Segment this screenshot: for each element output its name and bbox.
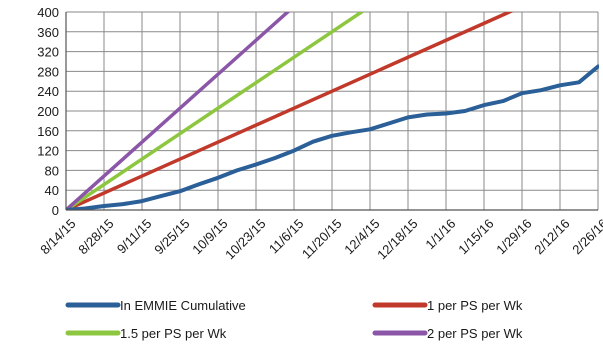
- series-line-3: [66, 12, 291, 211]
- series-lines: [66, 12, 599, 211]
- x-tick-label-0: 8/14/15: [37, 216, 78, 257]
- y-tick-label-4: 160: [37, 124, 59, 139]
- x-tick-label-2: 9/11/15: [114, 216, 155, 257]
- x-tick-label-3: 9/25/15: [151, 216, 192, 257]
- legend-label-0: In EMMIE Cumulative: [120, 298, 246, 313]
- x-tick-label-7: 11/20/15: [299, 216, 345, 262]
- y-tick-label-2: 80: [45, 163, 59, 178]
- y-tick-label-10: 400: [37, 5, 59, 20]
- x-axis-ticks: 8/14/158/28/159/11/159/25/1510/9/1510/23…: [37, 216, 603, 262]
- x-tick-label-9: 12/18/15: [374, 216, 420, 262]
- x-tick-label-1: 8/28/15: [75, 216, 116, 257]
- legend-label-2: 1.5 per PS per Wk: [120, 326, 227, 341]
- y-tick-label-3: 120: [37, 144, 59, 159]
- series-line-1: [66, 12, 514, 211]
- x-tick-label-14: 2/26/16: [569, 216, 603, 257]
- legend-label-3: 2 per PS per Wk: [427, 326, 523, 341]
- x-tick-label-12: 1/29/16: [493, 216, 534, 257]
- x-tick-label-11: 1/15/16: [455, 216, 496, 257]
- legend: In EMMIE Cumulative 1 per PS per Wk 1.5 pe…: [65, 298, 523, 341]
- x-tick-label-5: 10/23/15: [222, 216, 268, 262]
- y-tick-label-9: 360: [37, 25, 59, 40]
- y-tick-label-6: 240: [37, 84, 59, 99]
- legend-label-1: 1 per PS per Wk: [427, 298, 523, 313]
- x-tick-label-10: 1/1/16: [422, 216, 458, 252]
- y-tick-label-8: 320: [37, 45, 59, 60]
- y-tick-label-0: 0: [52, 203, 59, 218]
- series-line-0: [66, 64, 599, 211]
- x-tick-label-13: 2/12/16: [531, 216, 572, 257]
- y-tick-label-1: 40: [45, 183, 59, 198]
- y-tick-label-7: 280: [37, 64, 59, 79]
- y-tick-label-5: 200: [37, 104, 59, 119]
- series-line-2: [66, 12, 365, 211]
- y-axis-ticks: 0 40 80 120 160 200 240 280 320 360 400: [37, 5, 59, 218]
- grid: [65, 11, 599, 211]
